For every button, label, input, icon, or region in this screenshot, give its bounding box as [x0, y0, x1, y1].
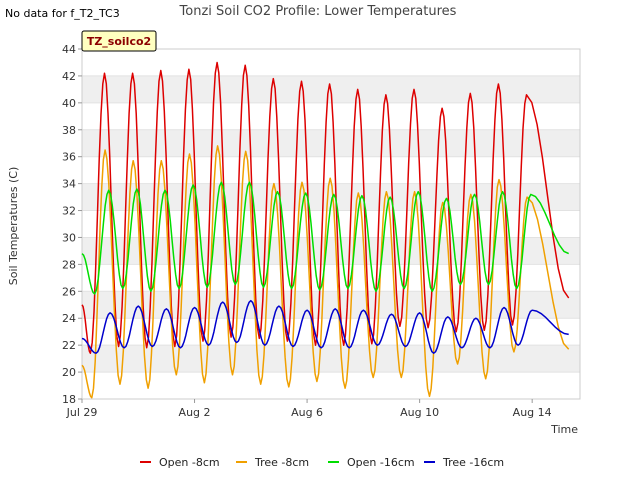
- x-tick-label: Aug 2: [179, 406, 211, 419]
- legend-label: Open -8cm: [159, 456, 220, 469]
- legend-label: Tree -8cm: [254, 456, 309, 469]
- y-tick-label: 20: [62, 366, 76, 379]
- station-badge-label: TZ_soilco2: [87, 35, 151, 48]
- x-tick-label: Jul 29: [66, 406, 98, 419]
- legend-label: Tree -16cm: [442, 456, 504, 469]
- series-line-2: [81, 181, 570, 295]
- y-tick-label: 36: [62, 151, 76, 164]
- grid-band: [82, 237, 580, 265]
- y-tick-label: 34: [62, 178, 76, 191]
- legend-label: Open -16cm: [347, 456, 415, 469]
- no-data-message: No data for f_T2_TC3: [5, 7, 120, 20]
- station-badge: TZ_soilco2: [81, 30, 157, 52]
- y-tick-label: 32: [62, 205, 76, 218]
- x-tick-label: Aug 14: [513, 406, 552, 419]
- grid-band: [82, 291, 580, 319]
- y-tick-label: 40: [62, 97, 76, 110]
- x-tick-label: Aug 10: [400, 406, 439, 419]
- series-line-0: [81, 61, 570, 354]
- legend: Open -8cm Tree -8cm Open -16cm Tree -16cm: [140, 456, 504, 469]
- x-axis-label: Time: [550, 423, 578, 436]
- y-tick-label: 24: [62, 312, 76, 325]
- y-tick-label: 28: [62, 258, 76, 271]
- y-axis-label: Soil Temperatures (C): [7, 167, 20, 286]
- y-tick-label: 42: [62, 70, 76, 83]
- y-tick-label: 22: [62, 339, 76, 352]
- y-tick-label: 18: [62, 393, 76, 406]
- chart-title: Tonzi Soil CO2 Profile: Lower Temperatur…: [179, 4, 457, 19]
- series-lines: [81, 61, 570, 399]
- x-axis-ticks: Jul 29 Aug 2 Aug 6 Aug 10 Aug 14: [66, 399, 552, 419]
- y-tick-label: 30: [62, 231, 76, 244]
- grid-band: [82, 345, 580, 373]
- y-axis-ticks: 18 20 22 24 26 28 30 32 34 36 38 40 42 44: [62, 43, 82, 406]
- series-line-3: [81, 299, 569, 354]
- y-tick-label: 44: [62, 43, 76, 56]
- station-badge-box: [81, 30, 157, 52]
- y-tick-label: 26: [62, 285, 76, 298]
- plot-area: [81, 48, 581, 400]
- x-tick-label: Aug 6: [291, 406, 323, 419]
- y-tick-label: 38: [62, 124, 76, 137]
